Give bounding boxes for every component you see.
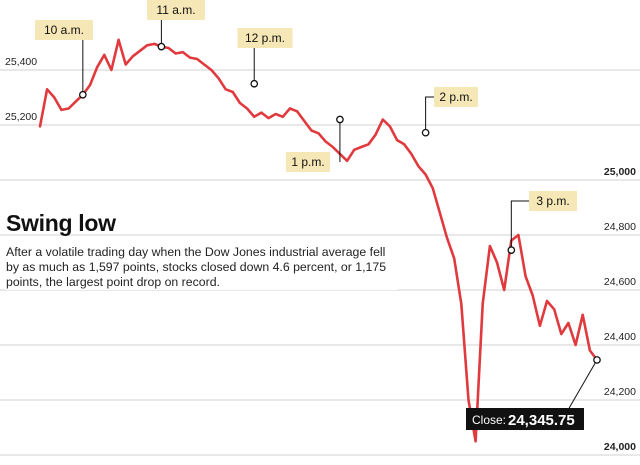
series-line-group xyxy=(38,38,599,443)
annotation-label: 12 p.m. xyxy=(245,31,285,45)
annotation-marker xyxy=(507,246,516,254)
gridlines xyxy=(0,69,640,456)
y-tick-label: 24,200 xyxy=(604,386,636,398)
time-annotations: 10 a.m. 11 a.m. 12 p.m. 1 p.m. 2 p.m. 3 p.m. xyxy=(35,0,577,254)
annotation-box xyxy=(35,20,93,40)
series-line xyxy=(38,38,599,443)
annotation-label: 11 a.m. xyxy=(156,3,195,17)
annotation-marker xyxy=(78,90,87,99)
chart-title: Swing low xyxy=(6,210,116,236)
annotation-leader xyxy=(510,200,529,251)
annotation-box xyxy=(237,28,293,48)
y-tick-label: 25,400 xyxy=(5,56,37,68)
annotation-marker xyxy=(336,115,344,124)
annotation-box xyxy=(529,191,577,211)
close-callout: Close: 24,345.75 xyxy=(466,356,601,430)
y-tick-label: 24,800 xyxy=(604,221,636,233)
annotation-label: 1 p.m. xyxy=(291,155,324,169)
annotation-box xyxy=(286,152,330,172)
annotation-label: 2 p.m. xyxy=(439,90,472,104)
chart-subtitle: After a volatile trading day when the Do… xyxy=(6,245,398,290)
annotation-marker xyxy=(250,79,259,88)
annotation-marker xyxy=(421,128,430,137)
y-tick-label: 25,000 xyxy=(604,166,636,178)
y-axis-tick-labels: 24,000 24,200 24,400 24,600 24,800 25,000 25,2… xyxy=(5,56,636,453)
annotation-box xyxy=(434,87,478,107)
y-tick-label: 24,000 xyxy=(604,441,636,453)
close-marker xyxy=(593,356,601,364)
y-tick-label: 24,400 xyxy=(604,331,636,343)
close-value: 24,345.75 xyxy=(508,412,575,429)
close-prefix: Close: xyxy=(472,413,506,427)
annotation-box xyxy=(147,0,205,20)
y-tick-label: 25,200 xyxy=(5,111,37,123)
annotation-marker xyxy=(157,42,166,51)
annotation-leader xyxy=(425,96,434,133)
close-leader xyxy=(567,359,598,411)
annotation-label: 10 a.m. xyxy=(44,23,84,37)
close-box xyxy=(466,408,584,430)
y-tick-label: 24,600 xyxy=(604,276,636,288)
annotation-label: 3 p.m. xyxy=(536,194,569,208)
